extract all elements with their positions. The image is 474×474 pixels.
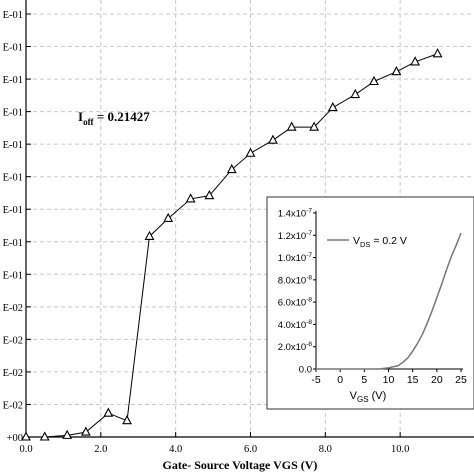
inset-x-tick-label: 5 — [361, 374, 367, 386]
main-data-point — [432, 48, 443, 58]
main-data-point — [245, 147, 256, 157]
main-ticks: E-01 E-01 E-01 E-01 E-01 E-01 E-01 E-01 E-01 E-02… — [3, 10, 410, 455]
inset-x-tick-label: 25 — [455, 374, 467, 386]
inset-frame — [266, 196, 474, 410]
main-data-point — [163, 212, 174, 223]
inset-x-axis-label: VGS (V) — [350, 390, 387, 404]
main-series — [21, 48, 443, 441]
main-data-point — [62, 429, 73, 439]
main-y-tick-label: E-01 — [3, 10, 23, 21]
main-data-point — [204, 189, 215, 200]
main-y-tick-label: E-01 — [3, 108, 23, 119]
main-data-point — [144, 230, 155, 240]
main-data-point — [122, 415, 132, 425]
inset-series-line — [316, 232, 462, 370]
main-x-tick-label: 2.0 — [94, 444, 107, 455]
inset-x-tick-label: 15 — [407, 374, 419, 386]
main-data-point — [410, 56, 421, 66]
main-data-point — [327, 101, 338, 112]
main-annotation: Ioff = 0.21427 — [78, 109, 150, 127]
main-data-point — [286, 121, 297, 131]
main-data-point — [226, 163, 237, 174]
main-data-point — [185, 193, 196, 203]
inset-y-tick-label: 1.0x10-7 — [278, 252, 313, 264]
main-y-tick-label: +00 — [7, 433, 23, 444]
main-y-tick-label: E-01 — [3, 238, 23, 249]
main-x-tick-label: 6.0 — [244, 444, 257, 455]
main-x-tick-label: 0.0 — [19, 444, 32, 455]
main-data-point — [369, 75, 379, 86]
main-data-point — [391, 66, 402, 76]
main-data-point — [103, 407, 114, 417]
inset-y-tick-label: 6.0x10-8 — [278, 297, 313, 309]
main-data-point — [268, 134, 278, 144]
main-y-tick-label: E-02 — [3, 400, 23, 411]
main-data-point — [350, 88, 361, 99]
main-y-tick-label: E-02 — [3, 335, 23, 346]
main-y-tick-label: E-02 — [3, 303, 23, 314]
main-data-point — [21, 431, 31, 441]
main-x-axis-label: Gate- Source Voltage VGS (V) — [163, 458, 318, 472]
inset-ticks: 0.0 2.0x10-8 4.0x10-8 6.0x10-8 8.0x10-8 1.0x1… — [278, 208, 467, 387]
main-y-tick-label: E-01 — [3, 75, 23, 86]
inset-y-tick-label: 4.0x10-8 — [278, 319, 313, 331]
main-x-tick-label: 10.0 — [391, 444, 409, 455]
main-y-tick-label: E-01 — [3, 205, 23, 216]
inset-x-tick-label: 20 — [431, 374, 443, 386]
inset-x-tick-label: -5 — [311, 374, 320, 386]
inset-y-tick-label: 0.0 — [299, 365, 312, 376]
inset-chart: 0.0 2.0x10-8 4.0x10-8 6.0x10-8 8.0x10-8 1.0x1… — [266, 196, 474, 410]
inset-x-tick-label: 10 — [383, 374, 395, 386]
inset-series — [316, 232, 462, 370]
inset-legend-label: VDS = 0.2 V — [353, 235, 407, 249]
main-y-tick-label: E-01 — [3, 270, 23, 281]
inset-legend: VDS = 0.2 V — [327, 235, 407, 249]
main-y-tick-label: E-01 — [3, 173, 23, 184]
main-x-tick-label: 8.0 — [319, 444, 332, 455]
inset-x-tick-label: 0 — [337, 374, 343, 386]
inset-y-tick-label: 1.2x10-7 — [278, 230, 313, 242]
main-y-tick-label: E-01 — [3, 140, 23, 151]
main-data-point — [39, 431, 50, 441]
main-y-tick-label: E-01 — [3, 43, 23, 54]
main-data-point — [309, 121, 320, 131]
main-y-tick-label: E-02 — [3, 368, 23, 379]
inset-y-tick-label: 8.0x10-8 — [278, 274, 313, 286]
main-x-tick-label: 4.0 — [169, 444, 182, 455]
inset-y-tick-label: 1.4x10-7 — [278, 208, 313, 220]
inset-y-tick-label: 2.0x10-8 — [278, 341, 313, 353]
main-data-point — [80, 426, 91, 436]
